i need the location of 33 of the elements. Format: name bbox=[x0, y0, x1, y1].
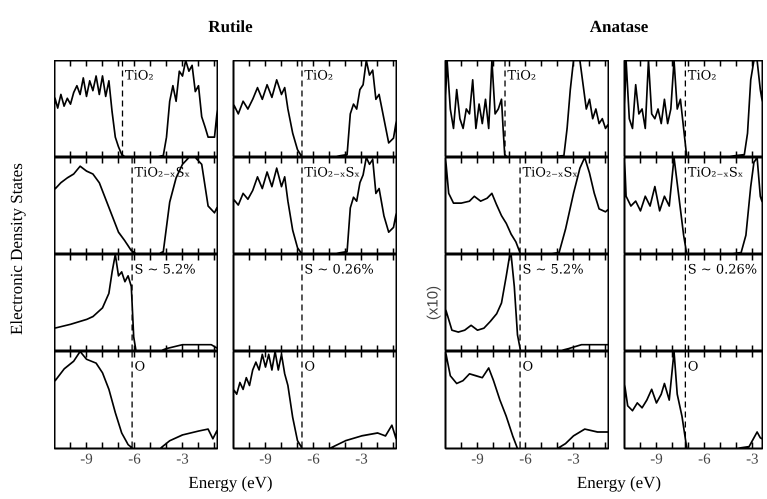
x-tick-label: -6 bbox=[698, 452, 712, 468]
x-tick-label: -9 bbox=[259, 452, 272, 468]
y-axis-title: Electronic Density States bbox=[6, 163, 27, 335]
annotation: S ~ 5.2% bbox=[134, 262, 196, 278]
x-tick-label: -3 bbox=[746, 452, 759, 468]
x-tick-label: -3 bbox=[567, 452, 580, 468]
annotation: TiO₂₋ₓSₓ bbox=[688, 166, 744, 181]
annotation: TiO₂ bbox=[124, 68, 154, 84]
chart-title: Rutile bbox=[208, 16, 253, 38]
annotation: TiO₂₋ₓSₓ bbox=[304, 166, 360, 181]
text: S ~ 0.26% bbox=[688, 262, 758, 278]
x-tick-label: -9 bbox=[650, 452, 663, 468]
x-axis-title: Energy (eV) bbox=[576, 472, 662, 494]
annotation: TiO₂₋ₓSₓ bbox=[522, 166, 578, 181]
annotation: O bbox=[522, 360, 534, 375]
annotation: O bbox=[688, 360, 698, 375]
x-axis-title: Energy (eV) bbox=[188, 472, 273, 494]
x-tick-label: -9 bbox=[471, 452, 484, 468]
x-tick-label: -6 bbox=[307, 452, 320, 468]
x-tick-label: -3 bbox=[176, 452, 189, 468]
x-tick-label: -6 bbox=[519, 452, 532, 468]
annotation: O bbox=[134, 360, 146, 375]
annotation: TiO₂ bbox=[688, 68, 716, 84]
annotation: S ~ 5.2% bbox=[522, 262, 584, 278]
annotation: O bbox=[304, 360, 316, 375]
x-tick-label: -3 bbox=[355, 452, 368, 468]
chart-title: Anatase bbox=[590, 16, 648, 38]
y-axis-title: (x10) bbox=[424, 286, 442, 320]
text: S ~ 0.26% bbox=[304, 262, 374, 278]
annotation: TiO₂ bbox=[507, 68, 536, 84]
x-tick-label: -9 bbox=[80, 452, 93, 468]
x-tick-label: -6 bbox=[128, 452, 142, 468]
annotation: TiO₂ bbox=[304, 68, 334, 84]
